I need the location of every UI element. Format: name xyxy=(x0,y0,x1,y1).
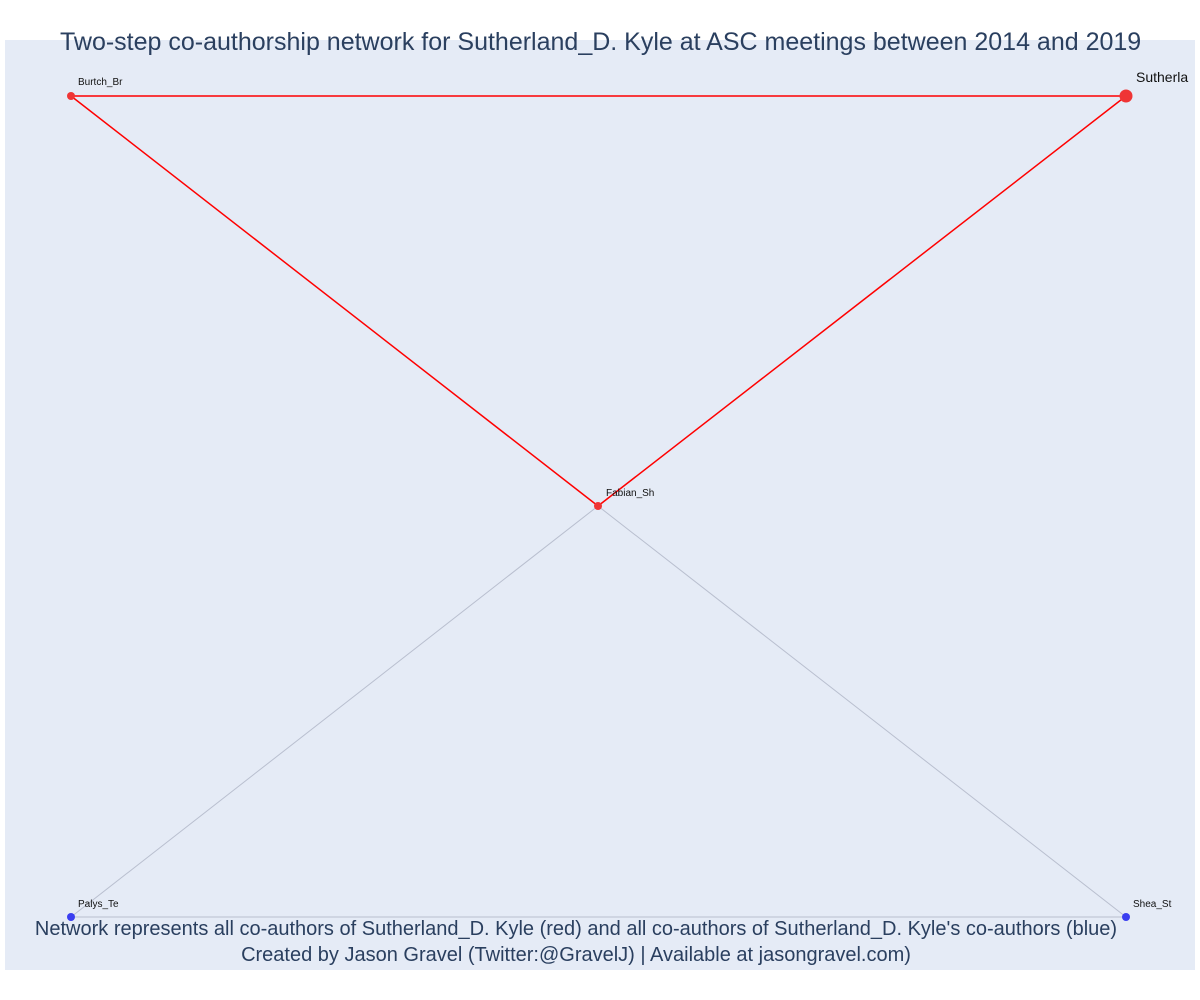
chart-title: Two-step co-authorship network for Suthe… xyxy=(60,28,1142,56)
caption-line-1: Network represents all co-authors of Sut… xyxy=(34,918,1118,940)
caption-line-2: Created by Jason Gravel (Twitter:@Gravel… xyxy=(241,944,911,966)
edge-Fabian_Sh-Palys_Te xyxy=(70,505,599,918)
node-Fabian_Sh[interactable] xyxy=(594,502,602,510)
edge-Sutherla-Fabian_Sh xyxy=(597,95,1127,507)
node-label-Sutherla: Sutherla xyxy=(1136,69,1188,85)
node-label-Burtch_Br: Burtch_Br xyxy=(78,77,123,88)
node-Sutherla[interactable] xyxy=(1119,89,1133,103)
edge-Fabian_Sh-Shea_St xyxy=(597,505,1127,918)
edge-Burtch_Br-Fabian_Sh xyxy=(70,95,599,507)
node-label-Palys_Te: Palys_Te xyxy=(78,899,119,910)
node-Palys_Te[interactable] xyxy=(67,913,75,921)
node-label-Shea_St: Shea_St xyxy=(1133,899,1172,910)
node-label-Fabian_Sh: Fabian_Sh xyxy=(606,488,654,499)
node-Shea_St[interactable] xyxy=(1122,913,1130,921)
node-Burtch_Br[interactable] xyxy=(67,92,75,100)
